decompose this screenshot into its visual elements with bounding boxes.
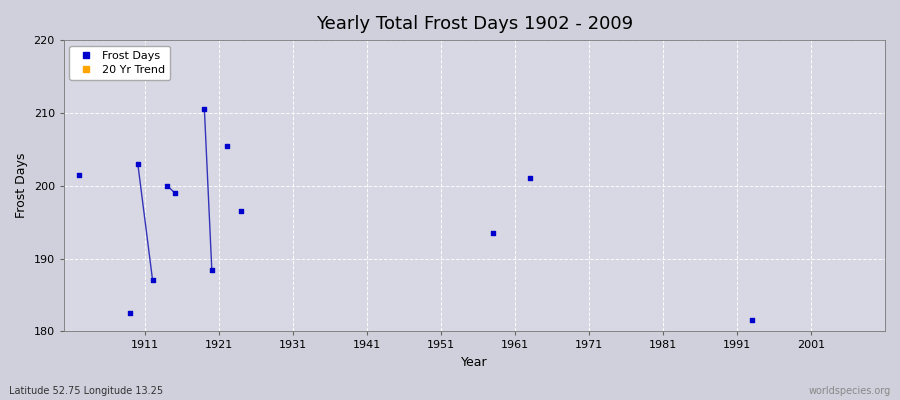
Text: Latitude 52.75 Longitude 13.25: Latitude 52.75 Longitude 13.25 xyxy=(9,386,163,396)
Point xyxy=(130,161,145,167)
Title: Yearly Total Frost Days 1902 - 2009: Yearly Total Frost Days 1902 - 2009 xyxy=(316,15,633,33)
Point xyxy=(167,190,182,196)
Point xyxy=(486,230,500,236)
X-axis label: Year: Year xyxy=(461,356,488,369)
Point xyxy=(234,208,248,214)
Text: worldspecies.org: worldspecies.org xyxy=(809,386,891,396)
Point xyxy=(523,175,537,182)
Legend: Frost Days, 20 Yr Trend: Frost Days, 20 Yr Trend xyxy=(69,46,170,80)
Point xyxy=(197,106,211,112)
Point xyxy=(220,142,234,149)
Point xyxy=(744,317,759,324)
Point xyxy=(146,277,160,284)
Y-axis label: Frost Days: Frost Days xyxy=(15,153,28,218)
Point xyxy=(160,182,175,189)
Point xyxy=(204,266,219,273)
Point xyxy=(71,172,86,178)
Point xyxy=(123,310,138,316)
